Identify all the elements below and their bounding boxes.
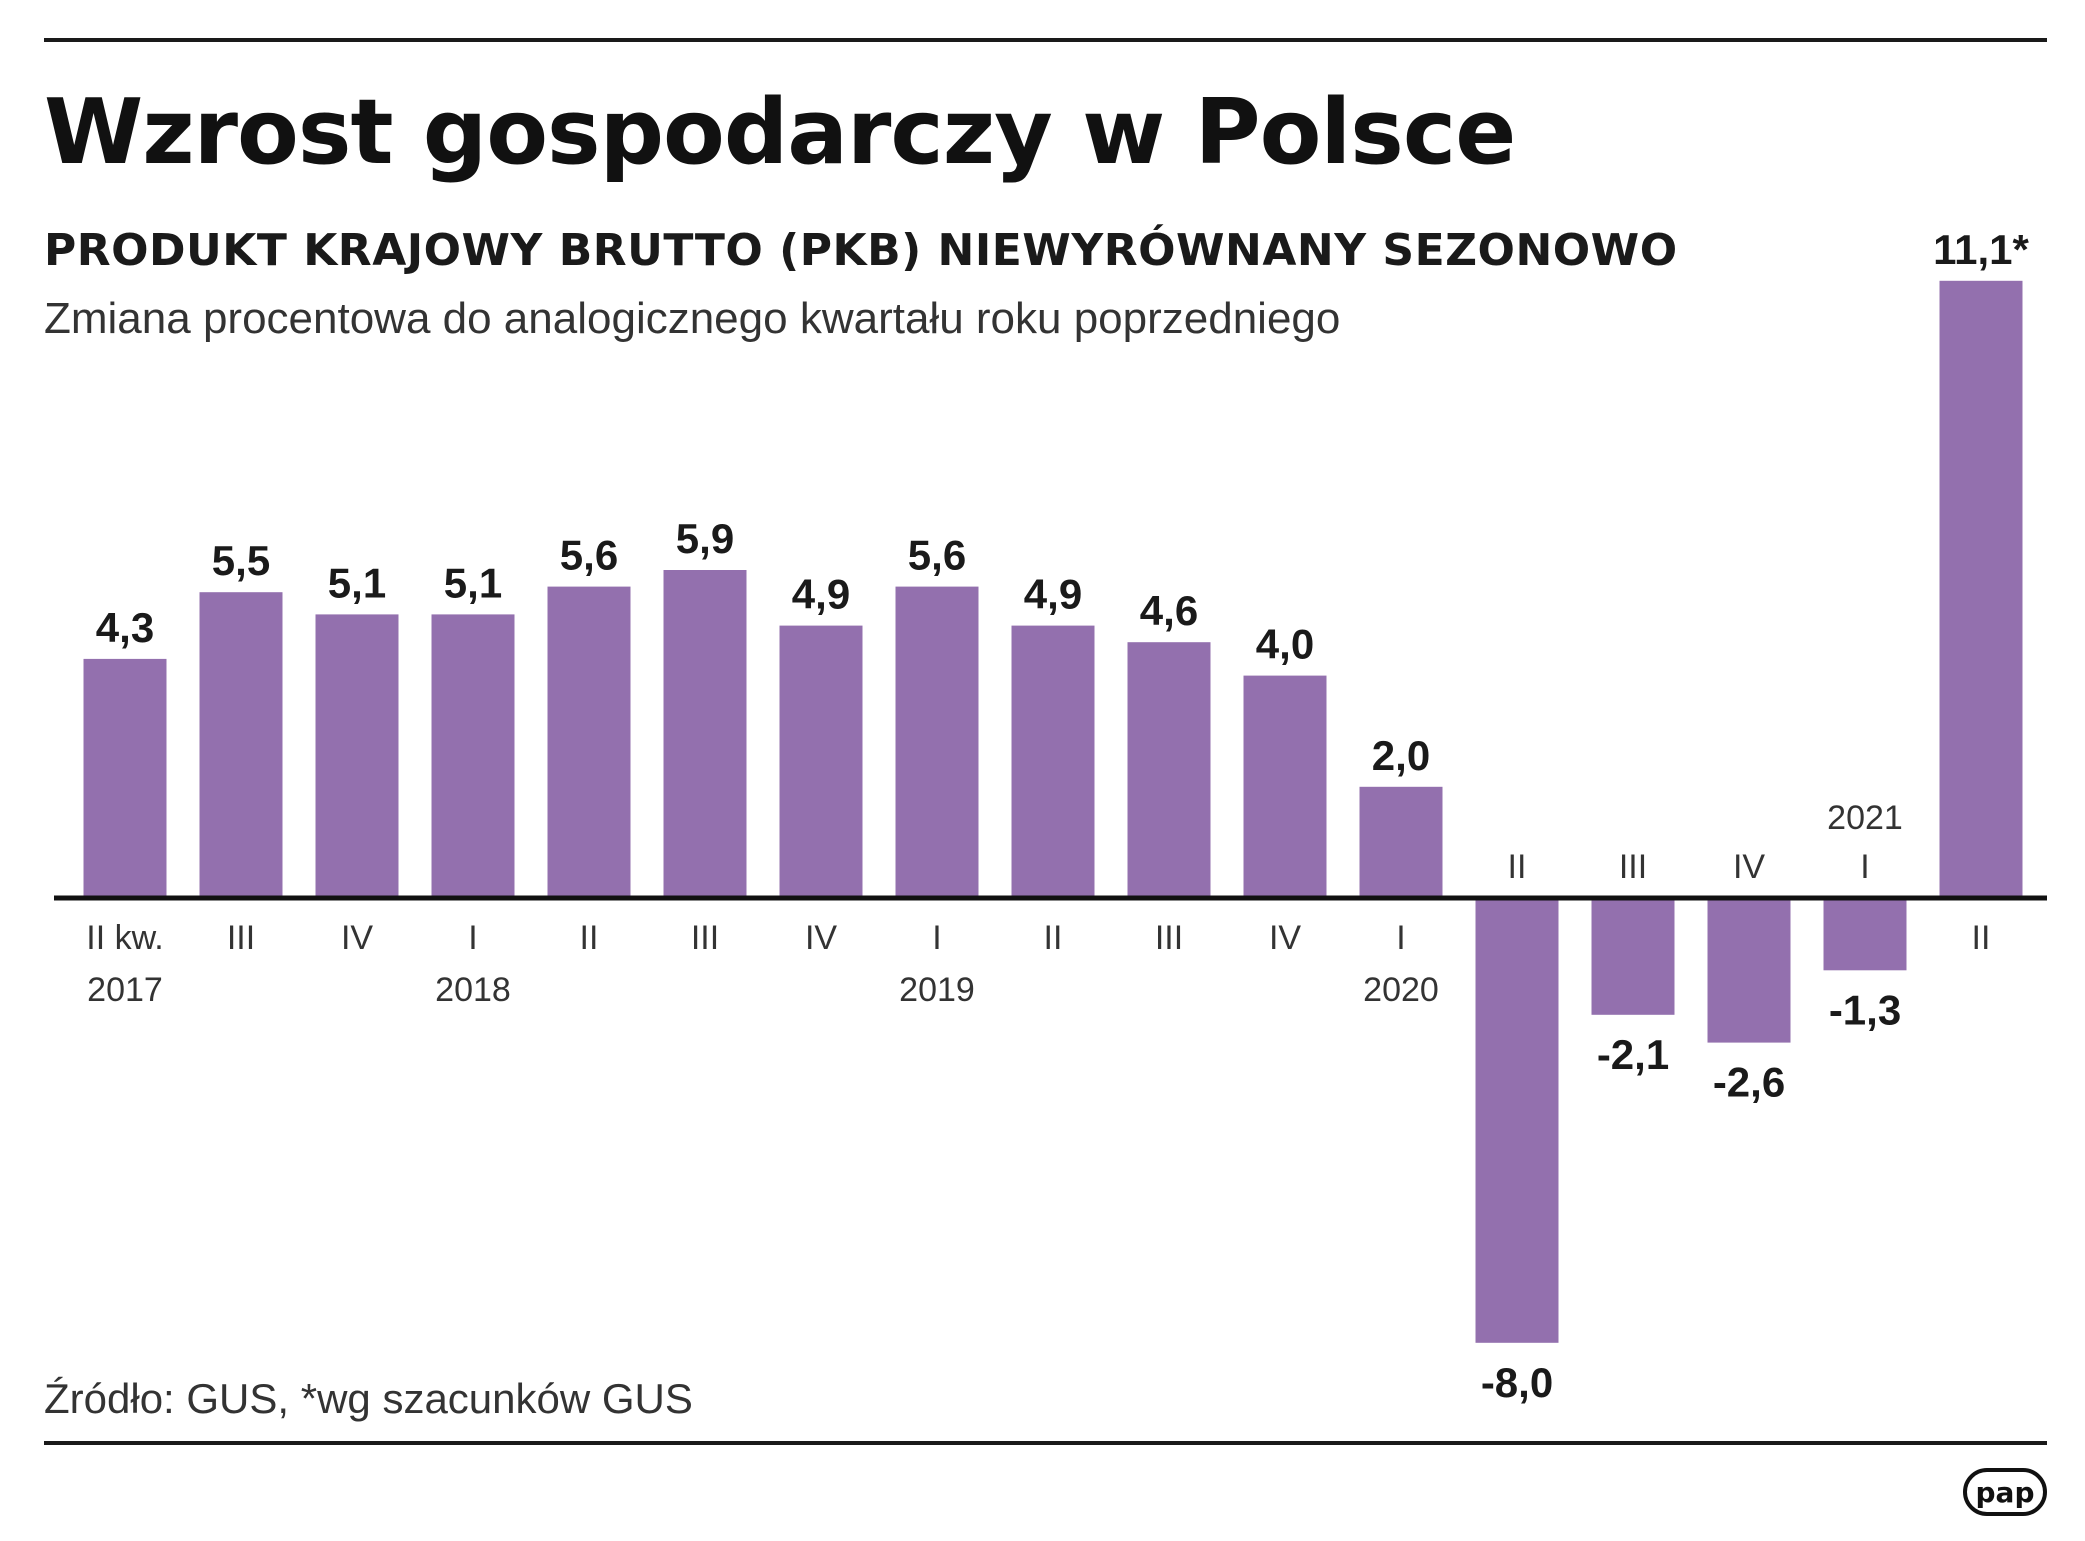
bar [1011,625,1095,898]
bar [1475,898,1559,1343]
value-label: 5,9 [676,515,734,562]
bar [1243,675,1327,898]
value-label: -1,3 [1829,986,1901,1033]
year-label: 2021 [1827,799,1903,837]
category-label: IV [341,919,373,957]
value-label: 4,0 [1256,621,1314,668]
value-label: 4,9 [1024,571,1082,618]
value-label: -2,6 [1713,1059,1785,1106]
category-label: II kw. [86,919,163,957]
bar [779,625,863,898]
category-label: III [1155,919,1183,957]
value-label: 5,6 [560,532,618,579]
bar [315,614,399,898]
year-label: 2017 [87,971,163,1009]
source-note: Źródło: GUS, *wg szacunków GUS [44,1375,693,1422]
category-label: III [1619,848,1647,886]
bar [895,586,979,898]
value-label: -2,1 [1597,1031,1669,1078]
pap-logo-icon: pap [1963,1468,2047,1516]
category-label: II [1508,848,1527,886]
category-label: IV [1269,919,1301,957]
bar [431,614,515,898]
bar [1127,642,1211,898]
bar [1823,898,1907,971]
value-label: 4,9 [792,571,850,618]
bar-chart: 4,3II kw.5,5III5,1IV5,1I5,6II5,9III4,9IV… [54,226,2047,1406]
chart-subtitle: PRODUKT KRAJOWY BRUTTO (PKB) NIEWYRÓWNAN… [44,225,1678,276]
bar [1939,280,2023,898]
bar [83,658,167,898]
bottom-rule [44,1441,2047,1445]
category-label: IV [1733,848,1765,886]
value-label: 4,6 [1140,587,1198,634]
bar [547,586,631,898]
chart-description: Zmiana procentowa do analogicznego kwart… [44,294,1341,343]
category-label: IV [805,919,837,957]
value-label: 5,6 [908,532,966,579]
value-label: 2,0 [1372,732,1430,779]
category-label: III [227,919,255,957]
value-label: 5,1 [328,559,386,606]
category-label: I [932,919,941,957]
value-label: 5,1 [444,559,502,606]
bar [1707,898,1791,1043]
page-title: Wzrost gospodarczy w Polsce [44,80,1516,185]
logo-text: pap [1976,1476,2035,1509]
year-label: 2020 [1363,971,1439,1009]
category-label: III [691,919,719,957]
bar [199,592,283,898]
bar [1359,786,1443,898]
category-label: II [1972,919,1991,957]
year-label: 2019 [899,971,975,1009]
category-label: II [580,919,599,957]
bar [1591,898,1675,1015]
value-label: 5,5 [212,537,270,584]
category-label: II [1044,919,1063,957]
value-label: 4,3 [96,604,154,651]
category-label: I [468,919,477,957]
value-label: -8,0 [1481,1359,1553,1406]
top-rule [44,38,2047,42]
category-label: I [1396,919,1405,957]
value-label: 11,1* [1933,226,2029,273]
year-label: 2018 [435,971,511,1009]
bar [663,570,747,898]
category-label: I [1860,848,1869,886]
